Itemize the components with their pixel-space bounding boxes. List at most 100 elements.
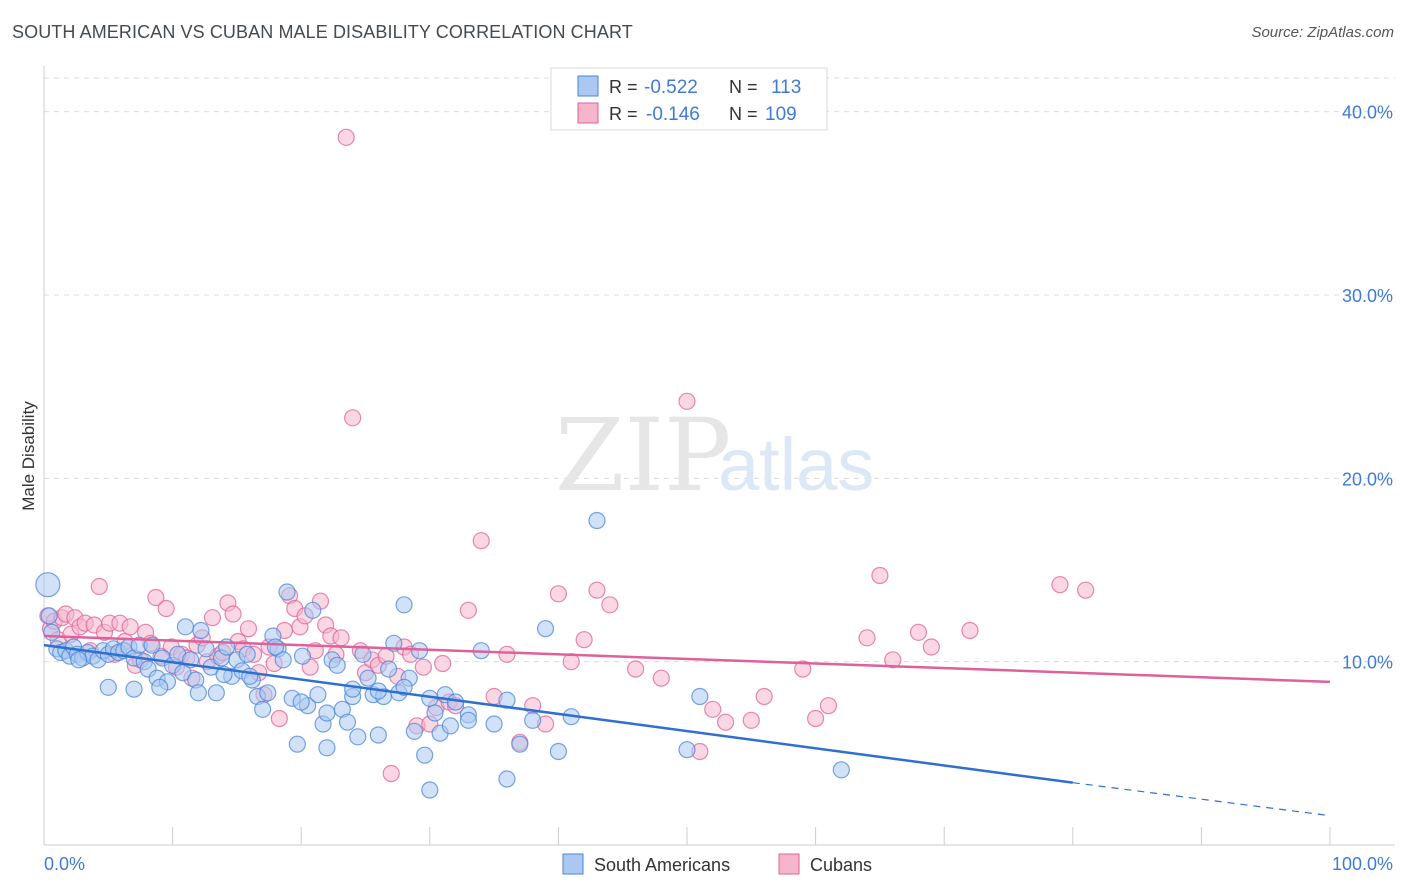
south-american-point bbox=[318, 739, 336, 757]
south-american-point bbox=[292, 693, 310, 711]
south-american-point bbox=[395, 678, 413, 696]
watermark: ZIP atlas bbox=[555, 397, 874, 514]
legend-swatch-blue bbox=[577, 75, 599, 97]
cuban-point bbox=[332, 629, 350, 647]
south-american-point bbox=[207, 684, 225, 702]
tick-labels: 10.0% 20.0% 30.0% 40.0% 0.0% 100.0% bbox=[44, 103, 1393, 874]
south-american-point bbox=[151, 678, 169, 696]
south-american-point bbox=[344, 680, 362, 698]
cuban-point bbox=[90, 577, 108, 596]
legend-n-value-2: 109 bbox=[765, 104, 797, 125]
cuban-point bbox=[871, 566, 889, 585]
x-tick-label-max: 100.0% bbox=[1332, 854, 1393, 874]
y-tick-label: 30.0% bbox=[1342, 286, 1393, 306]
legend-r-value-1: -0.522 bbox=[644, 77, 698, 98]
south-american-point bbox=[197, 640, 215, 658]
grid-lines bbox=[44, 77, 1395, 663]
cuban-point bbox=[819, 697, 838, 715]
cuban-point bbox=[147, 588, 165, 607]
correlation-legend: R = -0.522 N = 113 R = -0.146 N = 109 bbox=[550, 67, 828, 131]
cuban-point bbox=[909, 623, 928, 641]
cuban-point bbox=[858, 629, 876, 647]
cuban-point bbox=[742, 711, 760, 729]
y-axis-label: Male Disability bbox=[19, 401, 38, 511]
legend-n-label-1: N = bbox=[729, 77, 758, 97]
cuban-point bbox=[884, 651, 902, 669]
y-tick-label: 10.0% bbox=[1342, 653, 1393, 673]
cuban-point bbox=[678, 392, 696, 410]
legend-n-label-2: N = bbox=[729, 104, 758, 124]
south-americans-points bbox=[35, 511, 850, 799]
cuban-point bbox=[414, 658, 432, 676]
series-legend-swatch-blue bbox=[562, 853, 584, 875]
cuban-point bbox=[575, 631, 593, 649]
y-tick-label: 40.0% bbox=[1342, 103, 1393, 123]
cuban-point bbox=[755, 687, 773, 706]
legend-swatch-pink bbox=[577, 102, 599, 124]
south-american-point bbox=[43, 623, 61, 641]
south-american-point bbox=[189, 684, 207, 702]
source-credit: Source: ZipAtlas.com bbox=[1251, 24, 1394, 41]
south-american-point bbox=[498, 770, 516, 788]
cuban-point bbox=[1077, 581, 1095, 599]
south-american-point bbox=[832, 761, 850, 779]
cuban-point bbox=[549, 585, 568, 603]
cuban-point bbox=[459, 601, 477, 619]
south-american-point bbox=[238, 645, 256, 663]
south-american-point bbox=[278, 583, 296, 601]
x-tick-label-min: 0.0% bbox=[44, 854, 85, 874]
cuban-point bbox=[588, 581, 606, 599]
south-american-point bbox=[176, 618, 195, 636]
south-american-point bbox=[192, 621, 210, 640]
south-american-point bbox=[416, 746, 434, 764]
series-legend-swatch-pink bbox=[778, 853, 800, 875]
cuban-point bbox=[224, 605, 242, 623]
cubans-trend-line bbox=[43, 634, 1331, 684]
south-american-point bbox=[511, 735, 529, 753]
watermark-atlas: atlas bbox=[718, 423, 874, 506]
cuban-point bbox=[652, 669, 670, 687]
axes bbox=[43, 66, 1395, 846]
cuban-point bbox=[601, 596, 619, 614]
south-american-point bbox=[254, 700, 272, 718]
south-american-point bbox=[125, 680, 143, 698]
south-american-point bbox=[293, 647, 312, 665]
south-american-point bbox=[549, 742, 568, 761]
cuban-point bbox=[157, 599, 175, 618]
series-legend-cubans: Cubans bbox=[810, 855, 872, 875]
south-american-point bbox=[35, 572, 61, 598]
cuban-point bbox=[434, 654, 452, 673]
south-american-point bbox=[395, 596, 413, 614]
south-american-point bbox=[318, 704, 336, 722]
south-american-point bbox=[259, 684, 277, 702]
cuban-point bbox=[498, 645, 516, 663]
south-american-point bbox=[485, 715, 503, 733]
south-american-point bbox=[309, 686, 327, 704]
trend-lines bbox=[43, 634, 1331, 817]
legend-n-value-1: 113 bbox=[771, 77, 801, 98]
cuban-point bbox=[806, 709, 825, 728]
south-american-point bbox=[405, 722, 423, 740]
south-american-point bbox=[274, 651, 292, 669]
south-american-point bbox=[40, 607, 58, 625]
south-americans-trend-extension bbox=[1072, 782, 1331, 817]
south-american-point bbox=[524, 711, 542, 729]
south-american-point bbox=[304, 601, 322, 619]
south-american-point bbox=[678, 741, 696, 759]
south-american-point bbox=[70, 651, 88, 669]
south-american-point bbox=[459, 711, 477, 729]
chart-title: SOUTH AMERICAN VS CUBAN MALE DISABILITY … bbox=[12, 22, 633, 42]
south-american-point bbox=[369, 726, 387, 744]
cuban-point bbox=[382, 764, 400, 783]
cuban-point bbox=[716, 713, 735, 731]
legend-r-value-2: -0.146 bbox=[646, 104, 700, 125]
cuban-point bbox=[472, 532, 490, 550]
south-american-point bbox=[691, 687, 709, 706]
south-american-point bbox=[536, 620, 555, 638]
south-american-point bbox=[421, 781, 439, 799]
series-legend-south-americans: South Americans bbox=[594, 855, 730, 875]
cuban-point bbox=[270, 709, 288, 728]
south-american-point bbox=[349, 728, 367, 746]
south-american-point bbox=[380, 660, 398, 678]
